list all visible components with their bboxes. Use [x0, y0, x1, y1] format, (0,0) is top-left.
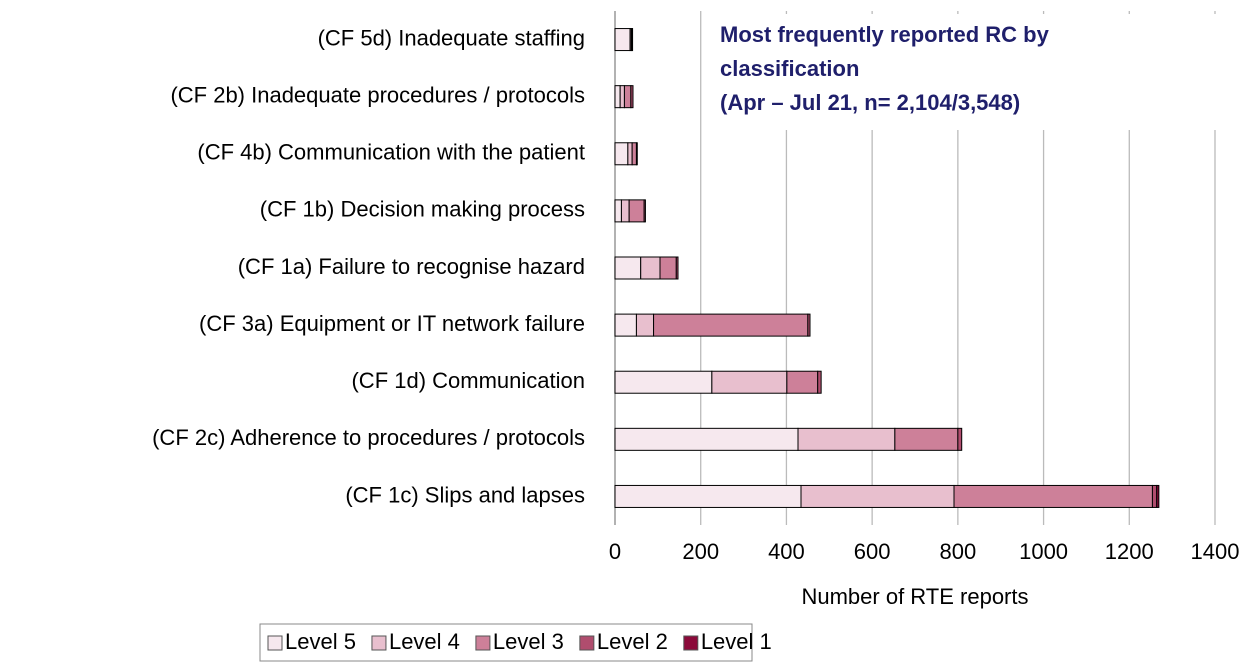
bar-segment: [659, 256, 677, 280]
x-tick-label: 200: [682, 539, 719, 564]
y-tick-label: (CF 2b) Inadequate procedures / protocol…: [170, 82, 585, 107]
legend-swatch: [267, 635, 283, 651]
x-tick-label: 800: [939, 539, 976, 564]
bar-segment: [711, 370, 788, 394]
y-tick-label: (CF 5d) Inadequate staffing: [318, 25, 585, 50]
bar-segment: [957, 427, 963, 451]
y-tick-label: (CF 1c) Slips and lapses: [345, 482, 585, 507]
bar-segment: [614, 28, 631, 52]
legend-label: Level 2: [597, 629, 668, 654]
legend-label: Level 5: [285, 629, 356, 654]
bar-segment: [619, 85, 625, 109]
bar-segment: [1156, 484, 1160, 508]
bar-segment: [630, 85, 634, 109]
x-tick-label: 400: [768, 539, 805, 564]
legend-swatch: [371, 635, 387, 651]
bar-segment: [614, 427, 799, 451]
legend-label: Level 1: [701, 629, 772, 654]
bar-segment: [614, 370, 713, 394]
bar-segment: [614, 142, 629, 166]
bar-segment: [675, 256, 679, 280]
bar-segment: [620, 199, 630, 223]
y-tick-label: (CF 2c) Adherence to procedures / protoc…: [152, 425, 585, 450]
bar-segment: [953, 484, 1153, 508]
bar-segment: [643, 199, 646, 223]
bar-segment: [807, 313, 811, 337]
bar-segment: [614, 256, 642, 280]
bar-segment: [786, 370, 819, 394]
y-tick-label: (CF 4b) Communication with the patient: [197, 140, 585, 165]
legend-swatch: [475, 635, 491, 651]
y-tick-label: (CF 3a) Equipment or IT network failure: [199, 311, 585, 336]
y-tick-label: (CF 1b) Decision making process: [260, 197, 585, 222]
bar-segment: [614, 313, 637, 337]
bar-segment: [631, 142, 637, 166]
x-tick-label: 1200: [1105, 539, 1154, 564]
bar-segment: [627, 142, 633, 166]
legend-swatch: [683, 635, 699, 651]
x-tick-label: 600: [854, 539, 891, 564]
x-axis-label: Number of RTE reports: [801, 584, 1028, 609]
bar-segment: [623, 85, 632, 109]
bar-segment: [653, 313, 809, 337]
bar-segment: [614, 85, 621, 109]
annotation-line: classification: [720, 56, 859, 81]
bar-segment: [797, 427, 896, 451]
annotation-line: Most frequently reported RC by: [720, 22, 1050, 47]
bar-segment: [635, 142, 638, 166]
x-tick-label: 1000: [1019, 539, 1068, 564]
x-tick-label: 1400: [1191, 539, 1240, 564]
bar-segment: [614, 484, 802, 508]
bar-segment: [635, 313, 655, 337]
annotation-line: (Apr – Jul 21, n= 2,104/3,548): [720, 90, 1020, 115]
annotation-background: [708, 14, 1220, 130]
bar-segment: [640, 256, 661, 280]
y-tick-label: (CF 1d) Communication: [351, 368, 585, 393]
bar-segment: [614, 199, 622, 223]
legend-label: Level 3: [493, 629, 564, 654]
x-tick-label: 0: [609, 539, 621, 564]
legend-swatch: [579, 635, 595, 651]
legend-label: Level 4: [389, 629, 460, 654]
bar-segment: [628, 199, 645, 223]
legend-box: [259, 623, 753, 662]
bar-segment: [800, 484, 955, 508]
bar-segment: [894, 427, 959, 451]
bar-segment: [817, 370, 822, 394]
bar-segment: [1151, 484, 1158, 508]
y-tick-label: (CF 1a) Failure to recognise hazard: [238, 254, 585, 279]
